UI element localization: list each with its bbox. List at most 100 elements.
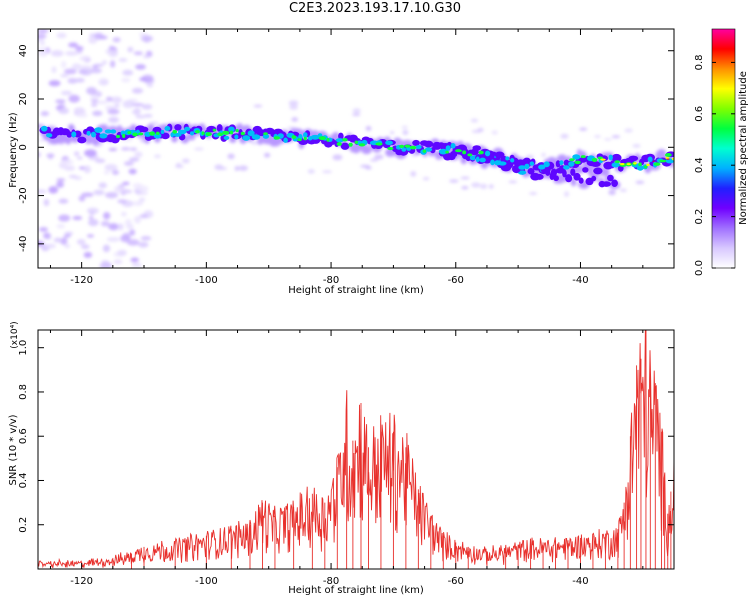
spectral-blob <box>563 165 570 170</box>
spectral-blob <box>66 131 73 138</box>
noise-blob <box>529 192 538 195</box>
x-tick-label: -40 <box>572 576 588 587</box>
noise-blob <box>38 47 46 51</box>
spectral-blob <box>527 168 535 175</box>
noise-blob <box>105 96 113 102</box>
y-tick-label: 40 <box>18 44 29 57</box>
spectral-blob <box>223 135 230 140</box>
spectral-blob <box>216 124 223 132</box>
spectral-blob <box>338 132 344 140</box>
spectral-blob <box>153 132 162 139</box>
spectral-blob <box>297 138 302 142</box>
noise-blob <box>100 80 108 85</box>
noise-blob <box>93 189 105 196</box>
noise-blob <box>564 191 570 197</box>
spectral-blob <box>354 140 359 144</box>
spectral-blob <box>573 172 581 181</box>
noise-blob <box>135 64 146 70</box>
noise-blob <box>128 168 137 175</box>
spectral-blob <box>647 156 653 163</box>
noise-blob <box>60 90 73 96</box>
spectral-blob <box>665 157 670 159</box>
noise-blob <box>129 229 136 236</box>
noise-blob <box>360 164 371 168</box>
x-tick-label: -120 <box>70 275 93 286</box>
noise-blob <box>139 214 149 219</box>
noise-blob <box>374 154 384 160</box>
x-tick-label: -100 <box>195 275 218 286</box>
noise-blob <box>105 191 119 199</box>
noise-blob <box>322 170 332 174</box>
spectral-blob <box>424 147 433 152</box>
y-tick-label: 0.2 <box>18 517 29 533</box>
noise-blob <box>98 182 107 189</box>
noise-blob <box>76 238 86 245</box>
noise-blob <box>58 107 70 115</box>
noise-blob <box>134 151 143 158</box>
spectral-blob <box>636 165 644 171</box>
spectral-blob <box>86 130 91 136</box>
spectral-blob <box>361 145 372 155</box>
noise-blob <box>73 151 80 157</box>
spectral-blob <box>445 150 449 154</box>
spectral-blob <box>140 126 149 133</box>
noise-blob <box>449 179 459 183</box>
noise-blob <box>234 166 239 172</box>
noise-blob <box>71 63 82 71</box>
noise-blob <box>90 68 102 74</box>
spectral-blob <box>303 136 307 141</box>
spectral-blob <box>401 147 407 152</box>
spectral-blob <box>653 162 661 166</box>
noise-blob <box>352 108 361 114</box>
spectral-blob <box>568 161 575 167</box>
noise-blob <box>110 96 123 104</box>
spectral-blob <box>291 135 297 140</box>
noise-blob <box>289 105 299 110</box>
spectral-blob <box>110 129 117 134</box>
noise-blob <box>307 169 315 174</box>
noise-blob <box>43 198 50 207</box>
noise-blob <box>64 68 77 75</box>
spectral-blob <box>263 132 268 136</box>
noise-blob <box>76 156 83 160</box>
noise-blob <box>43 232 51 240</box>
noise-blob <box>134 215 141 224</box>
y-tick-label: -20 <box>18 187 29 203</box>
noise-blob <box>83 165 91 174</box>
noise-blob <box>112 37 121 43</box>
noise-blob <box>460 176 470 180</box>
noise-blob <box>79 55 91 62</box>
noise-blob <box>174 164 184 168</box>
x-tick-label: -120 <box>70 576 93 587</box>
noise-blob <box>56 32 67 39</box>
noise-blob <box>60 74 69 78</box>
noise-blob <box>117 249 127 256</box>
noise-blob <box>461 186 469 190</box>
noise-blob <box>141 104 153 110</box>
spectral-blob <box>626 163 631 166</box>
spectral-blob <box>122 133 126 139</box>
noise-blob <box>90 102 98 107</box>
spectral-blob <box>580 155 586 159</box>
noise-blob <box>133 51 143 56</box>
noise-blob <box>110 60 116 68</box>
spectral-blob <box>652 160 655 162</box>
spectral-blob <box>559 160 564 166</box>
spectral-blob <box>659 159 667 163</box>
colorbar-tick-label: 0.0 <box>694 260 705 276</box>
noise-blob <box>58 214 71 222</box>
spectral-blob <box>611 153 622 163</box>
noise-blob <box>100 220 110 227</box>
colorbar-tick-label: 0.4 <box>694 157 705 173</box>
spectral-blob <box>591 175 597 182</box>
noise-blob <box>402 129 409 136</box>
noise-blob <box>488 184 494 189</box>
spectral-blob <box>116 134 120 139</box>
noise-blob <box>86 207 99 214</box>
noise-blob <box>491 130 498 135</box>
spectral-blob <box>475 156 480 163</box>
snr-y-multiplier: (x10⁴) <box>10 321 20 348</box>
noise-blob <box>60 237 68 245</box>
spectral-blob <box>510 158 515 163</box>
noise-blob <box>75 45 84 51</box>
